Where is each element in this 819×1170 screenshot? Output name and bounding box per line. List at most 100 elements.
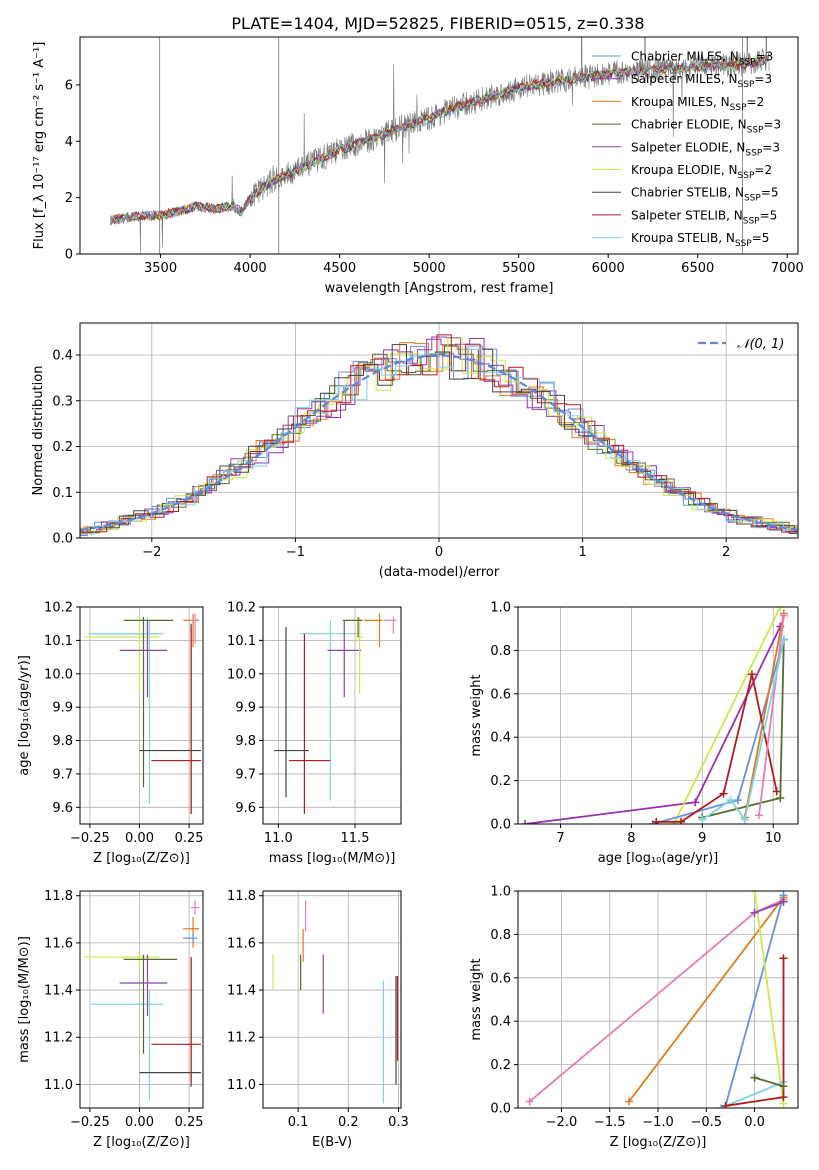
legend-label-sub: SSP <box>730 103 747 113</box>
legend-label-sub: SSP <box>744 194 761 204</box>
legend-label-text: Kroupa STELIB, N <box>631 231 735 245</box>
x-tick-label: −1.0 <box>642 1115 674 1130</box>
weight-line-chabrier-elodie <box>754 1076 784 1088</box>
error-bar-pink <box>191 900 200 915</box>
spectrum-panel: 3500 4000 4500 5000 5500 6000 6500 7000 0 2 4 6 wave… <box>32 36 804 296</box>
y-tick-label: 0.8 <box>490 928 511 943</box>
y-tick-label: 9.8 <box>52 734 73 749</box>
x-tick-label: 0.00 <box>125 1115 154 1130</box>
y-axis-label: mass weight <box>469 674 484 756</box>
x-tick-label: −0.25 <box>70 1115 110 1130</box>
y-tick-label: 9.7 <box>52 767 73 782</box>
model-spectrum-line-kroupa-stelib <box>110 55 769 226</box>
x-tick-label: 11.0 <box>264 831 293 846</box>
legend-label: Kroupa MILES, NSSP=2 <box>631 95 764 113</box>
axes-frame <box>79 890 204 1109</box>
plot-area <box>83 613 202 814</box>
y-tick-label: 0.4 <box>490 1015 511 1030</box>
legend-label: Chabrier ELODIE, NSSP=3 <box>631 118 781 136</box>
y-tick-label: 11.2 <box>227 1031 256 1046</box>
y-tick-label: 0.2 <box>52 440 73 455</box>
y-tick-label: 10.0 <box>44 667 73 682</box>
plot-area <box>83 900 202 1101</box>
y-tick-label: 0.4 <box>52 349 73 364</box>
x-tick-label: 11.5 <box>341 831 370 846</box>
y-tick-label: 11.0 <box>44 1078 73 1093</box>
x-axis-label: (data-model)/error <box>379 565 500 580</box>
x-tick-label: 4000 <box>234 261 267 276</box>
histogram-kroupa-miles <box>80 342 798 532</box>
y-tick-label: 0.2 <box>490 774 511 789</box>
x-axis-label: E(B-V) <box>312 1135 352 1150</box>
error-bar-chabrier-stelib <box>273 627 309 798</box>
x-tick-label: 0.00 <box>125 831 154 846</box>
y-tick-label: 9.6 <box>52 801 73 816</box>
error-bar-salpeter-stelib <box>151 957 202 1083</box>
x-tick-label: 6000 <box>592 261 625 276</box>
weight-line-pink <box>758 615 785 816</box>
plot-area <box>80 334 798 538</box>
histogram-salpeter-miles <box>80 338 798 533</box>
y-tick-label: 0.0 <box>52 532 73 547</box>
age-vs-metallicity-panel: −0.25 0.00 0.25 9.6 9.7 9.8 9.9 10.0 10.1 10.2 Z [… <box>17 601 204 867</box>
y-tick-label: 0.6 <box>490 687 511 702</box>
x-tick-label: 7 <box>556 831 564 846</box>
legend-label-text: Chabrier ELODIE, N <box>631 118 747 132</box>
legend-label-text: Salpeter MILES, N <box>631 72 738 86</box>
y-axis-label: age [log₁₀(age/yr)] <box>17 655 32 776</box>
x-tick-label: −2.0 <box>546 1115 578 1130</box>
x-tick-label: 1 <box>578 545 586 560</box>
legend-label-sub: SSP <box>743 216 760 226</box>
histogram-kroupa-elodie <box>80 337 798 532</box>
x-tick-label: 2 <box>722 545 730 560</box>
x-tick-label: 0 <box>435 545 443 560</box>
error-bar-salpeter-elodie <box>327 620 362 698</box>
x-tick-label: 0.0 <box>744 1115 765 1130</box>
error-bar-kroupa-elodie <box>356 617 363 694</box>
weight-vs-metallicity-panel: −2.0 −1.5 −1.0 −0.5 0.0 0.0 0.2 0.4 0.6 0.8 1.0 Z [… <box>469 885 799 1150</box>
weight-line-kroupa-miles <box>628 896 785 1103</box>
x-tick-label: −0.25 <box>70 831 110 846</box>
histogram-chabrier-miles <box>80 345 798 532</box>
y-axis-label: mass [log₁₀(M/M⊙)] <box>17 936 32 1063</box>
x-tick-label: 9 <box>698 831 706 846</box>
y-tick-label: 9.9 <box>235 701 256 716</box>
legend-label-suffix: =5 <box>752 231 770 245</box>
legend-label-suffix: =3 <box>756 50 774 64</box>
error-bar-kroupa-stelib <box>89 990 164 1101</box>
error-bar-salpeter-stelib <box>151 627 202 814</box>
x-axis-label: Z [log₁₀(Z/Z⊙)] <box>610 1135 707 1150</box>
y-tick-label: 11.6 <box>44 936 73 951</box>
y-tick-label: 9.9 <box>52 701 73 716</box>
model-spectrum-line-salpeter-elodie <box>110 54 769 226</box>
x-tick-label: 0.2 <box>338 1115 359 1130</box>
y-axis-label: Flux [f_λ 10⁻¹⁷ erg cm⁻² s⁻¹ A⁻¹] <box>32 42 47 250</box>
weight-line-salpeter-miles <box>524 626 782 824</box>
legend-label-suffix: =3 <box>762 140 780 154</box>
y-tick-label: 0.3 <box>52 394 73 409</box>
y-tick-label: 10.1 <box>227 634 256 649</box>
y-tick-label: 0.6 <box>490 971 511 986</box>
legend-label: Salpeter ELODIE, NSSP=3 <box>631 140 780 158</box>
plot-area <box>273 613 397 814</box>
x-axis-label: Z [log₁₀(Z/Z⊙)] <box>93 1135 190 1150</box>
y-tick-label: 11.4 <box>227 984 256 999</box>
mass-vs-extinction-panel: 0.1 0.2 0.3 11.0 11.2 11.4 11.6 11.8 E(B-V) <box>227 889 409 1150</box>
legend-label-text: Kroupa MILES, N <box>631 95 730 109</box>
x-tick-label: 8 <box>627 831 635 846</box>
legend-label-text: Salpeter STELIB, N <box>631 208 743 222</box>
y-tick-label: 6 <box>65 78 73 93</box>
legend-label-sub: SSP <box>739 58 756 68</box>
x-tick-label: 0.1 <box>288 1115 309 1130</box>
weight-line-kroupa-elodie <box>673 607 782 824</box>
y-tick-label: 0.1 <box>52 486 73 501</box>
legend-label-sub: SSP <box>738 80 755 90</box>
x-tick-label: 10 <box>765 831 782 846</box>
plot-area <box>110 37 770 254</box>
x-tick-label: −1.5 <box>594 1115 626 1130</box>
y-tick-label: 11.8 <box>44 889 73 904</box>
y-tick-label: 0.8 <box>490 644 511 659</box>
error-bar-pink <box>191 613 200 644</box>
error-bar-chabrier-stelib <box>139 623 202 814</box>
